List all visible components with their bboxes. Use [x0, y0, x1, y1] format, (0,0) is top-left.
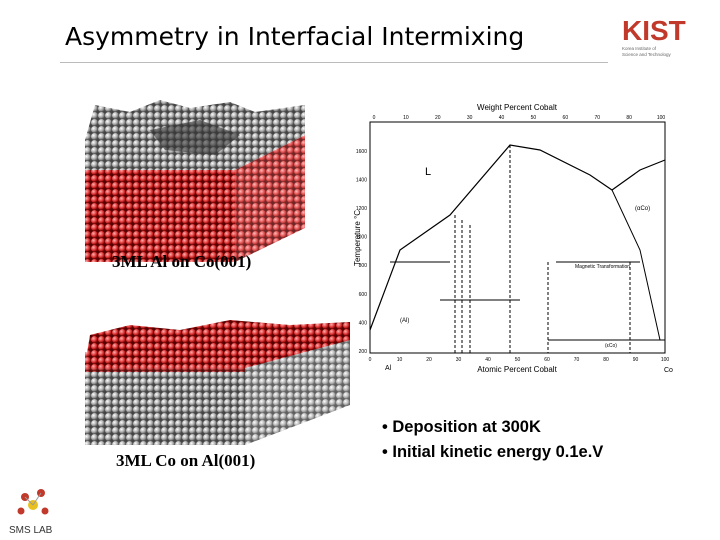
region-label: L	[425, 166, 431, 178]
tick-label: 70	[574, 357, 580, 363]
tick-label: 50	[531, 115, 537, 121]
axis-title: Temperature °C	[353, 210, 362, 266]
region-label: Magnetic Transformation	[575, 264, 630, 270]
element-label: Co	[664, 367, 673, 374]
tick-label: 80	[603, 357, 609, 363]
bullet: • Deposition at 300K	[382, 418, 541, 436]
tick-label: 800	[359, 263, 368, 269]
tick-label: 30	[456, 357, 462, 363]
tick-label: 10	[403, 115, 409, 121]
logo: KIST Korea Institute of Science and Tech…	[622, 15, 686, 57]
lab-name: SMS LAB	[9, 525, 53, 536]
tick-label: 60	[563, 115, 569, 121]
tick-label: 200	[359, 349, 368, 355]
tick-label: 1600	[356, 149, 367, 155]
tick-label: 20	[426, 357, 432, 363]
logo-subtitle: Science and Technology	[622, 52, 671, 57]
tick-label: 1400	[356, 177, 367, 183]
tick-label: 60	[544, 357, 550, 363]
tick-label: 100	[661, 357, 670, 363]
tick-label: 600	[359, 292, 368, 298]
bullet: • Initial kinetic energy 0.1e.V	[382, 443, 604, 461]
tick-label: 40	[499, 115, 505, 121]
region-label: (Al)	[400, 318, 409, 324]
lab-logo: SMS LAB	[9, 489, 53, 536]
tick-label: 1000	[356, 235, 367, 241]
tick-label: 0	[369, 357, 372, 363]
tick-label: 40	[485, 357, 491, 363]
tick-label: 20	[435, 115, 441, 121]
panel-caption: 3ML Co on Al(001)	[116, 451, 256, 470]
region-label: (εCo)	[605, 343, 617, 349]
tick-label: 70	[594, 115, 600, 121]
axis-title: Weight Percent Cobalt	[477, 103, 558, 112]
simulation-image	[85, 100, 305, 262]
title-rule	[60, 62, 608, 63]
element-label: Al	[385, 365, 392, 372]
slide-title: Asymmetry in Interfacial Intermixing	[65, 22, 525, 51]
phase-diagram: Weight Percent Cobalt Atomic Percent Coba…	[353, 103, 673, 374]
tick-label: 80	[626, 115, 632, 121]
panel-caption: 3ML Al on Co(001)	[112, 252, 252, 271]
tick-label: 0	[373, 115, 376, 121]
tick-label: 90	[633, 357, 639, 363]
region-label: (αCo)	[635, 206, 650, 212]
tick-label: 1200	[356, 206, 367, 212]
tick-label: 30	[467, 115, 473, 121]
logo-text: KIST	[622, 15, 686, 46]
axis-title: Atomic Percent Cobalt	[477, 365, 557, 374]
simulation-image	[85, 320, 350, 445]
tick-label: 50	[515, 357, 521, 363]
logo-subtitle: Korea Institute of	[622, 46, 657, 51]
tick-label: 10	[397, 357, 403, 363]
tick-label: 100	[657, 115, 666, 121]
tick-label: 400	[359, 320, 368, 326]
